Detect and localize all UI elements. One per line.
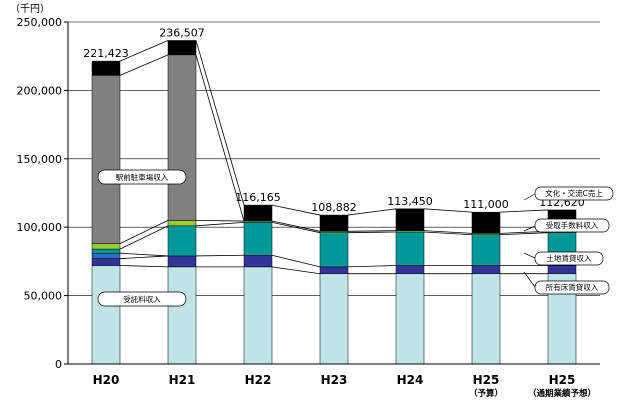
bar-segment-6-4 bbox=[471, 234, 501, 266]
connector-line bbox=[271, 222, 321, 234]
y-tick-label: 200,000 bbox=[17, 84, 63, 97]
bar-segment-4-4 bbox=[319, 232, 349, 268]
y-tick-label: 50,000 bbox=[24, 290, 63, 303]
connector-line bbox=[423, 230, 473, 234]
connector-line bbox=[271, 204, 321, 216]
bar-segment-1-1 bbox=[91, 265, 121, 365]
callout-floor: 所有床賃貸収入 bbox=[523, 271, 610, 295]
connector-line bbox=[271, 220, 321, 232]
connector-line bbox=[347, 208, 397, 216]
y-tick-label: 0 bbox=[55, 358, 62, 371]
bar-segment-3-2 bbox=[243, 254, 273, 268]
total-label-2: 236,507 bbox=[159, 26, 205, 39]
connector-line bbox=[347, 265, 397, 268]
callout-land: 土地賃貸収入 bbox=[523, 251, 604, 266]
callout-consignment: 受託料収入 bbox=[97, 291, 187, 307]
connector-line bbox=[119, 220, 169, 244]
callout-consignment-label: 受託料収入 bbox=[123, 294, 161, 304]
connector-line bbox=[119, 225, 169, 250]
bar-segment-2-4 bbox=[167, 225, 197, 257]
bar-segment-3-4 bbox=[243, 222, 273, 256]
unit-label: （千円） bbox=[10, 3, 50, 15]
bar-segment-1-3 bbox=[91, 252, 121, 259]
x-category-label-3: H22 bbox=[245, 373, 272, 387]
bar-segment-2-7 bbox=[167, 40, 197, 56]
x-category-label-2: H21 bbox=[169, 373, 196, 387]
connector-line bbox=[195, 40, 245, 206]
bar-segment-5-4 bbox=[395, 231, 425, 266]
callout-floor-label: 所有床賃貸収入 bbox=[546, 282, 599, 292]
callout-culture: 文化・交流C売上 bbox=[523, 186, 614, 201]
connector-line bbox=[423, 231, 473, 236]
bar-segment-1-2 bbox=[91, 258, 121, 266]
bar-segment-1-6 bbox=[91, 75, 121, 244]
callout-culture-label: 文化・交流C売上 bbox=[545, 188, 603, 198]
callout-fee-label: 受取手数料収入 bbox=[546, 220, 599, 230]
x-category-sublabel-6: （予算） bbox=[469, 388, 503, 399]
bar-segment-6-7 bbox=[471, 211, 501, 234]
connector-line bbox=[499, 232, 549, 236]
bar-segment-4-1 bbox=[319, 273, 349, 365]
connector-line bbox=[119, 40, 169, 62]
bar-segment-5-2 bbox=[395, 265, 425, 274]
x-axis-categories: H20 H21 H22 H23 H24 H25（予算）H25（通期業績予想） bbox=[93, 373, 596, 399]
connector-line bbox=[119, 265, 169, 268]
y-tick-label: 150,000 bbox=[17, 153, 63, 166]
x-category-sublabel-7: （通期業績予想） bbox=[528, 388, 596, 399]
total-label-5: 113,450 bbox=[387, 195, 433, 208]
connector-line bbox=[271, 266, 321, 275]
bar-segment-1-4 bbox=[91, 248, 121, 254]
y-tick-label: 100,000 bbox=[17, 221, 63, 234]
bar-segment-2-6 bbox=[167, 54, 197, 221]
bar-segment-7-2 bbox=[547, 265, 577, 274]
x-category-label-4: H23 bbox=[321, 373, 348, 387]
bar-segment-5-1 bbox=[395, 273, 425, 365]
bar-segment-3-1 bbox=[243, 266, 273, 365]
connector-line bbox=[271, 254, 321, 268]
gridlines bbox=[68, 21, 600, 296]
connector-line bbox=[119, 255, 169, 260]
total-label-3: 116,165 bbox=[235, 191, 281, 204]
bar-segment-6-1 bbox=[471, 273, 501, 365]
bar-segment-6-2 bbox=[471, 265, 501, 274]
connector-line bbox=[347, 231, 397, 234]
callout-parking-label: 駅前駐車場収入 bbox=[116, 172, 169, 182]
bar-segment-3-7 bbox=[243, 204, 273, 222]
connector-line bbox=[499, 209, 549, 213]
x-category-label-1: H20 bbox=[93, 373, 120, 387]
bar-segment-2-1 bbox=[167, 266, 197, 365]
connector-line bbox=[195, 254, 245, 257]
bar-segment-4-7 bbox=[319, 214, 349, 232]
total-label-6: 111,000 bbox=[463, 198, 509, 211]
connector-line bbox=[195, 54, 245, 222]
bar-segment-2-5 bbox=[167, 220, 197, 227]
bar-segment-1-7 bbox=[91, 60, 121, 76]
connector-line bbox=[423, 208, 473, 213]
connector-line bbox=[119, 54, 169, 76]
connector-line bbox=[195, 222, 245, 227]
callout-fee: 受取手数料収入 bbox=[523, 218, 610, 233]
connector-line bbox=[119, 252, 169, 257]
bar-segment-1-5 bbox=[91, 243, 121, 250]
x-category-label-7: H25 bbox=[549, 373, 576, 387]
callout-land-label: 土地賃貸収入 bbox=[547, 253, 592, 263]
x-category-label-5: H24 bbox=[397, 373, 424, 387]
total-labels: 221,423 236,507 116,165 108,882 113,450 111,0… bbox=[83, 26, 585, 214]
bar-connector-lines bbox=[119, 40, 549, 275]
x-category-label-6: H25 bbox=[473, 373, 500, 387]
bar-segment-4-2 bbox=[319, 266, 349, 274]
connector-line bbox=[347, 230, 397, 232]
bar-segment-2-2 bbox=[167, 255, 197, 268]
callout-parking: 駅前駐車場収入 bbox=[97, 169, 187, 185]
bar-segment-5-7 bbox=[395, 208, 425, 231]
total-label-4: 108,882 bbox=[311, 201, 357, 214]
total-label-1: 221,423 bbox=[83, 47, 129, 60]
y-axis-ticks: 0 50,000 100,000 150,000 200,000 250,000 bbox=[17, 16, 68, 371]
y-tick-label: 250,000 bbox=[17, 16, 63, 29]
connector-line bbox=[195, 219, 245, 222]
